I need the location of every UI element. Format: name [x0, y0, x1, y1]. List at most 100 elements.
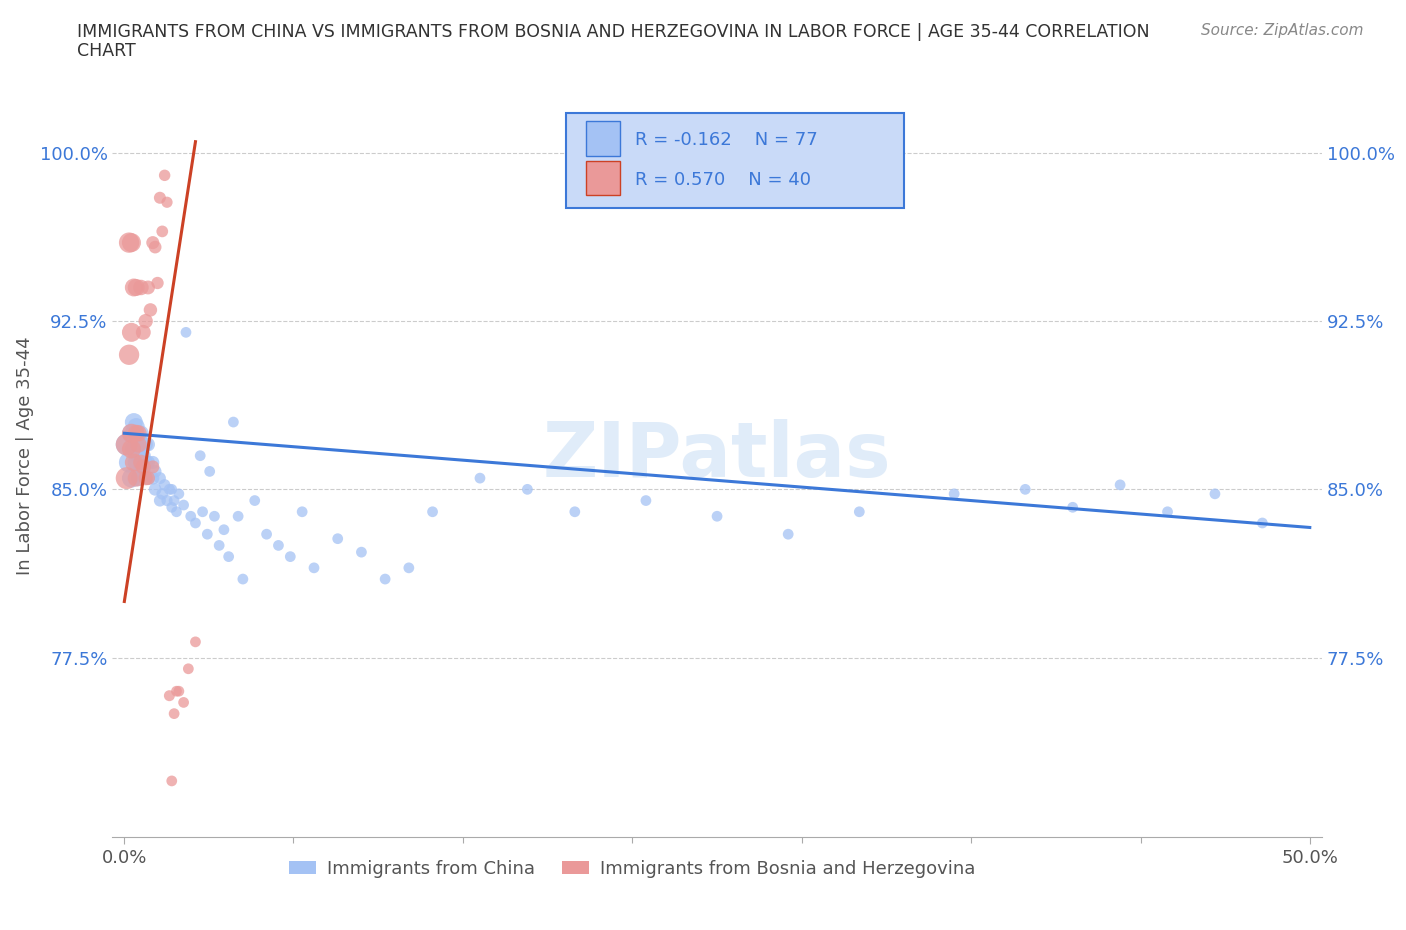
Point — [634, 493, 657, 508]
Point — [706, 509, 728, 524]
Point — [943, 486, 966, 501]
Point — [184, 634, 207, 649]
Point — [166, 684, 188, 698]
Point — [129, 280, 152, 295]
Point — [128, 426, 150, 441]
Point — [267, 538, 290, 552]
Point — [136, 471, 159, 485]
Point — [115, 437, 138, 452]
Point — [278, 550, 301, 565]
Point — [115, 437, 138, 452]
Point — [120, 426, 142, 441]
Point — [132, 448, 155, 463]
Point — [1156, 504, 1178, 519]
Point — [326, 531, 349, 546]
Point — [1014, 482, 1036, 497]
Point — [516, 482, 538, 497]
Point — [160, 774, 183, 789]
Point — [149, 471, 172, 485]
Point — [398, 561, 420, 576]
Point — [208, 538, 231, 552]
Bar — [586, 122, 620, 156]
Point — [120, 442, 142, 457]
Point — [129, 426, 152, 441]
Point — [143, 464, 166, 479]
Point — [132, 459, 155, 474]
Point — [163, 493, 186, 508]
Point — [350, 545, 373, 560]
Point — [139, 302, 162, 317]
Point — [142, 471, 165, 485]
Point — [1062, 499, 1084, 514]
Point — [180, 509, 202, 524]
FancyBboxPatch shape — [565, 113, 904, 208]
Point — [122, 455, 145, 470]
Point — [142, 235, 165, 250]
Point — [166, 504, 188, 519]
Text: R = -0.162    N = 77: R = -0.162 N = 77 — [636, 131, 817, 149]
Point — [156, 194, 179, 209]
Point — [129, 459, 152, 474]
Point — [173, 498, 195, 512]
Point — [135, 313, 157, 328]
Point — [204, 509, 226, 524]
Point — [156, 493, 179, 508]
Point — [129, 442, 152, 457]
Point — [135, 471, 157, 485]
Point — [125, 455, 148, 470]
Point — [128, 448, 150, 463]
Point — [142, 455, 165, 470]
Point — [157, 482, 180, 497]
Point — [243, 493, 266, 508]
Text: CHART: CHART — [77, 42, 136, 60]
Point — [122, 415, 145, 430]
Point — [191, 504, 214, 519]
Point — [564, 504, 586, 519]
Point — [1109, 477, 1132, 492]
Point — [120, 325, 142, 339]
Point — [468, 471, 491, 485]
Point — [218, 550, 240, 565]
Point — [122, 426, 145, 441]
Point — [120, 235, 142, 250]
Point — [167, 486, 190, 501]
Point — [143, 482, 166, 497]
Point — [122, 442, 145, 457]
Point — [143, 240, 166, 255]
Point — [136, 455, 159, 470]
Point — [120, 471, 142, 485]
Point — [212, 523, 235, 538]
Point — [128, 437, 150, 452]
Point — [125, 419, 148, 434]
Point — [120, 426, 142, 441]
Text: IMMIGRANTS FROM CHINA VS IMMIGRANTS FROM BOSNIA AND HERZEGOVINA IN LABOR FORCE |: IMMIGRANTS FROM CHINA VS IMMIGRANTS FROM… — [77, 23, 1150, 41]
Point — [135, 455, 157, 470]
Point — [195, 526, 218, 541]
Point — [150, 486, 173, 501]
Point — [142, 459, 165, 474]
Text: Source: ZipAtlas.com: Source: ZipAtlas.com — [1201, 23, 1364, 38]
Point — [374, 572, 396, 587]
Point — [132, 464, 155, 479]
Point — [422, 504, 444, 519]
Point — [115, 471, 138, 485]
Point — [149, 191, 172, 206]
Point — [149, 493, 172, 508]
Legend: Immigrants from China, Immigrants from Bosnia and Herzegovina: Immigrants from China, Immigrants from B… — [283, 853, 983, 885]
Point — [1204, 486, 1226, 501]
Point — [135, 437, 157, 452]
Point — [157, 688, 180, 703]
Point — [122, 280, 145, 295]
Point — [125, 437, 148, 452]
Point — [184, 515, 207, 530]
Text: R = 0.570    N = 40: R = 0.570 N = 40 — [636, 171, 811, 190]
Point — [160, 482, 183, 497]
Point — [128, 471, 150, 485]
Point — [153, 477, 176, 492]
Point — [136, 280, 159, 295]
Point — [146, 275, 169, 290]
Point — [125, 426, 148, 441]
Point — [291, 504, 314, 519]
Point — [163, 706, 186, 721]
Point — [136, 471, 159, 485]
